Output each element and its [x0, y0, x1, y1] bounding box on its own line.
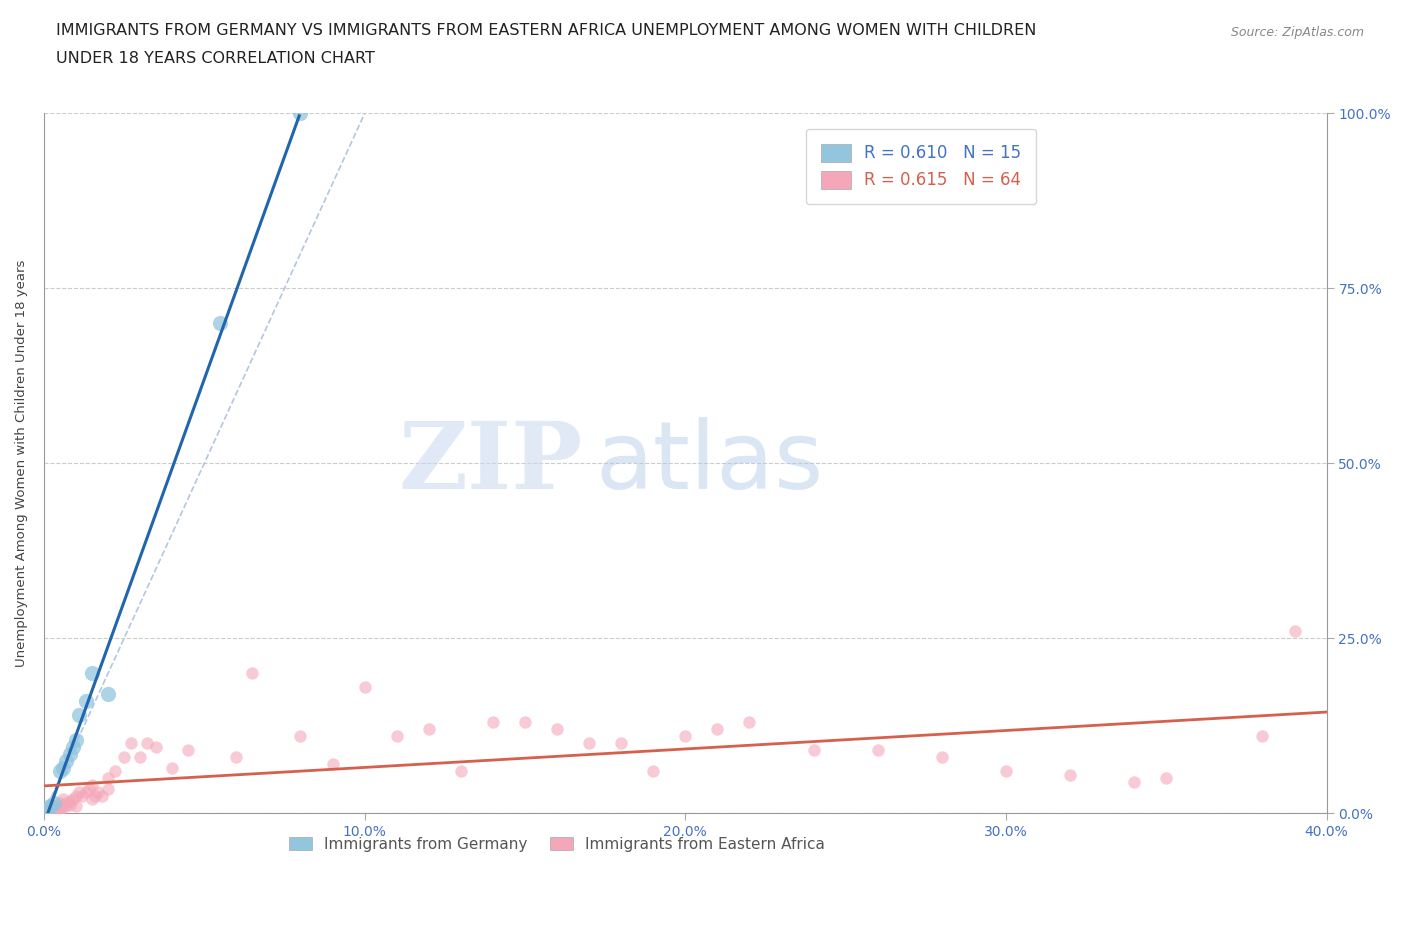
- Point: [49, 800, 72, 815]
- Point: [866, 743, 889, 758]
- Point: [1123, 774, 1146, 789]
- Point: [90, 789, 112, 804]
- Text: UNDER 18 YEARS CORRELATION CHART: UNDER 18 YEARS CORRELATION CHART: [56, 51, 375, 66]
- Point: [80, 791, 103, 806]
- Point: [322, 757, 344, 772]
- Point: [610, 736, 633, 751]
- Point: [225, 750, 247, 764]
- Point: [42, 795, 65, 810]
- Point: [67, 708, 90, 723]
- Point: [42, 803, 65, 817]
- Point: [75, 694, 97, 709]
- Text: atlas: atlas: [596, 418, 824, 510]
- Point: [52, 799, 75, 814]
- Point: [643, 764, 665, 778]
- Point: [385, 729, 408, 744]
- Point: [72, 789, 94, 804]
- Text: IMMIGRANTS FROM GERMANY VS IMMIGRANTS FROM EASTERN AFRICA UNEMPLOYMENT AMONG WOM: IMMIGRANTS FROM GERMANY VS IMMIGRANTS FR…: [56, 23, 1036, 38]
- Point: [145, 739, 167, 754]
- Point: [80, 777, 103, 792]
- Point: [97, 781, 120, 796]
- Point: [931, 750, 953, 764]
- Point: [45, 800, 67, 815]
- Point: [112, 750, 135, 764]
- Point: [673, 729, 696, 744]
- Point: [103, 764, 125, 778]
- Point: [1251, 729, 1274, 744]
- Point: [135, 736, 157, 751]
- Point: [160, 760, 183, 775]
- Point: [353, 680, 375, 695]
- Point: [994, 764, 1017, 778]
- Point: [42, 799, 65, 814]
- Point: [1059, 767, 1081, 782]
- Point: [49, 764, 72, 778]
- Point: [209, 316, 232, 331]
- Point: [65, 799, 87, 814]
- Point: [59, 746, 82, 761]
- Point: [55, 795, 77, 810]
- Point: [97, 686, 120, 701]
- Point: [482, 715, 505, 730]
- Point: [67, 785, 90, 800]
- Point: [37, 803, 59, 817]
- Y-axis label: Unemployment Among Women with Children Under 18 years: Unemployment Among Women with Children U…: [15, 259, 28, 667]
- Point: [75, 785, 97, 800]
- Point: [1154, 771, 1177, 786]
- Point: [87, 785, 110, 800]
- Point: [706, 722, 728, 737]
- Point: [49, 803, 72, 817]
- Point: [52, 760, 75, 775]
- Legend: Immigrants from Germany, Immigrants from Eastern Africa: Immigrants from Germany, Immigrants from…: [283, 830, 831, 858]
- Text: ZIP: ZIP: [398, 418, 582, 509]
- Point: [513, 715, 536, 730]
- Point: [52, 791, 75, 806]
- Point: [55, 753, 77, 768]
- Point: [62, 739, 84, 754]
- Point: [62, 791, 84, 806]
- Point: [37, 803, 59, 817]
- Point: [39, 797, 62, 812]
- Point: [738, 715, 761, 730]
- Point: [1284, 624, 1306, 639]
- Point: [45, 797, 67, 812]
- Text: Source: ZipAtlas.com: Source: ZipAtlas.com: [1230, 26, 1364, 39]
- Point: [84, 789, 107, 804]
- Point: [80, 666, 103, 681]
- Point: [77, 781, 100, 796]
- Point: [546, 722, 568, 737]
- Point: [39, 799, 62, 814]
- Point: [177, 743, 200, 758]
- Point: [49, 795, 72, 810]
- Point: [129, 750, 152, 764]
- Point: [39, 800, 62, 815]
- Point: [242, 666, 264, 681]
- Point: [65, 789, 87, 804]
- Point: [97, 771, 120, 786]
- Point: [803, 743, 825, 758]
- Point: [450, 764, 472, 778]
- Point: [65, 732, 87, 747]
- Point: [290, 729, 312, 744]
- Point: [120, 736, 142, 751]
- Point: [59, 797, 82, 812]
- Point: [418, 722, 440, 737]
- Point: [59, 793, 82, 808]
- Point: [290, 106, 312, 121]
- Point: [578, 736, 600, 751]
- Point: [55, 799, 77, 814]
